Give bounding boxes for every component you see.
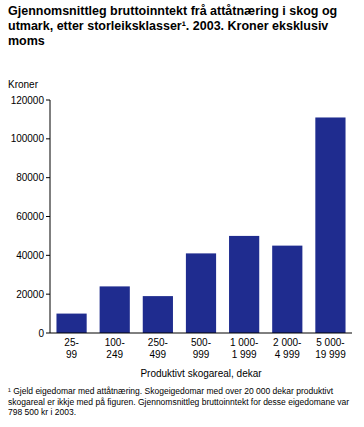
y-axis-label: Kroner <box>8 79 39 90</box>
x-tick-label: 25-99 <box>64 337 78 360</box>
x-tick-label-line: 249 <box>106 349 123 360</box>
x-tick-label-line: 1 999 <box>232 349 257 360</box>
y-tick <box>46 138 50 139</box>
title: Gjennomsnittleg bruttoinntekt frå attåtn… <box>8 4 358 49</box>
y-tick <box>46 216 50 217</box>
x-tick-label-line: 250- <box>148 337 168 348</box>
y-tick <box>46 255 50 256</box>
x-tick-label: 500-999 <box>191 337 211 360</box>
x-tick-label: 1 000-1 999 <box>230 337 258 360</box>
y-axis <box>50 100 51 333</box>
x-tick-label-line: 99 <box>66 349 78 360</box>
bars <box>56 117 345 333</box>
y-tick <box>46 100 50 101</box>
x-tick-label-line: 4 999 <box>275 349 300 360</box>
x-tick-label-line: 25- <box>64 337 78 348</box>
x-tick-label-line: 1 000- <box>230 337 258 348</box>
bar <box>315 117 345 333</box>
y-tick-label: 80000 <box>16 172 44 183</box>
y-tick-label: 60000 <box>16 211 44 222</box>
footnote: ¹ Gjeld eigedomar med attåtnæring. Skoge… <box>8 386 358 418</box>
x-tick-label-line: 5 000- <box>316 337 344 348</box>
y-tick-label: 40000 <box>16 250 44 261</box>
x-axis <box>50 333 352 334</box>
x-axis-label: Produktivt skogareal, dekar <box>140 368 262 379</box>
y-tick-label: 100000 <box>11 133 45 144</box>
x-tick-label-line: 499 <box>150 349 167 360</box>
y-tick-label: 0 <box>38 328 44 339</box>
x-tick-label: 100-249 <box>105 337 125 360</box>
x-tick-label-line: 2 000- <box>273 337 301 348</box>
x-tick-label: 2 000-4 999 <box>273 337 301 360</box>
x-tick-label-line: 500- <box>191 337 211 348</box>
bar <box>186 253 216 333</box>
x-tick-label-line: 100- <box>105 337 125 348</box>
x-tick-label-line: 999 <box>193 349 210 360</box>
bar <box>272 246 302 333</box>
y-tick <box>46 294 50 295</box>
x-tick-label-line: 19 999 <box>315 349 346 360</box>
chart: Kroner 0 20000 40000 60000 80000 100000 120000 2… <box>0 0 364 427</box>
bar <box>56 314 86 333</box>
y-tick <box>46 177 50 178</box>
y-tick <box>46 333 50 334</box>
x-tick-label: 250-499 <box>148 337 168 360</box>
x-tick-label: 5 000-19 999 <box>315 337 346 360</box>
bar <box>229 236 259 333</box>
y-tick-label: 120000 <box>11 95 45 106</box>
bar <box>100 286 130 333</box>
y-tick-label: 20000 <box>16 289 44 300</box>
bar <box>143 296 173 333</box>
